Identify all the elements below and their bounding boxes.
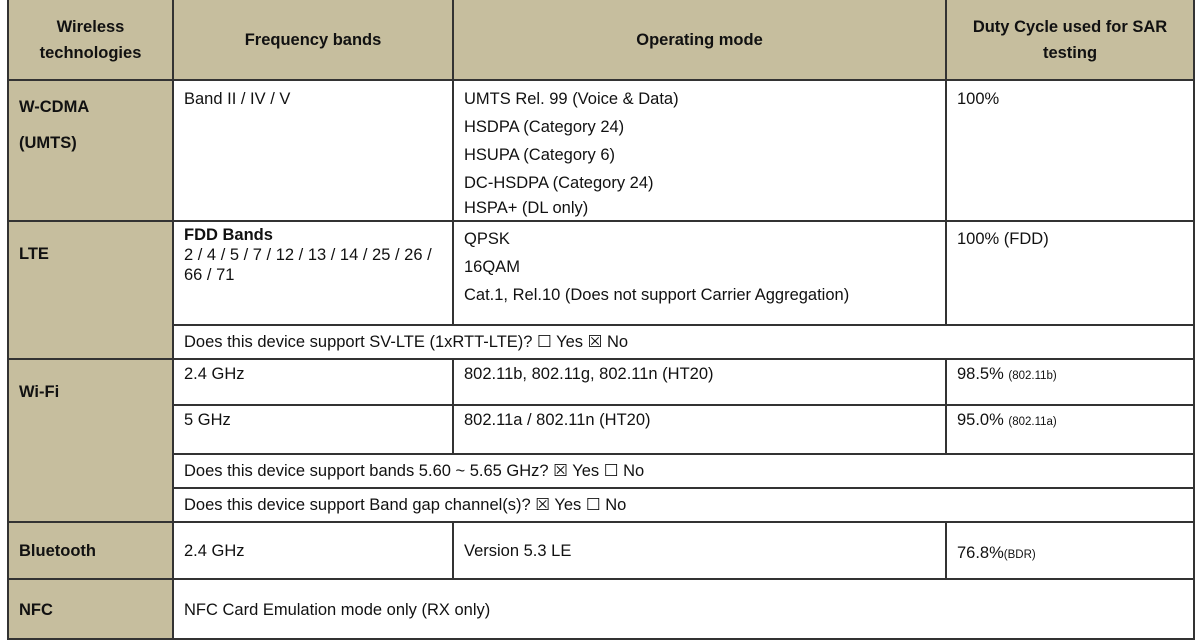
lte-modes: QPSK 16QAM Cat.1, Rel.10 (Does not suppo… (452, 220, 947, 326)
bluetooth-row: Bluetooth 2.4 GHz Version 5.3 LE 76.8%(B… (7, 521, 1195, 580)
duty-value: 95.0% (957, 411, 1004, 429)
wcdma-tech: W-CDMA (UMTS) (7, 79, 174, 222)
wifi-5-duty: 95.0% (802.11a) (945, 404, 1195, 455)
wifi-bandgap-question: Does this device support Band gap channe… (172, 487, 1195, 523)
sar-table: Wireless technologies Frequency bands Op… (7, 0, 1195, 640)
header-row: Wireless technologies Frequency bands Op… (7, 0, 1195, 81)
wifi-24-row: Wi-Fi 2.4 GHz 802.11b, 802.11g, 802.11n … (7, 358, 1195, 523)
bluetooth-duty: 76.8%(BDR) (945, 521, 1195, 580)
header-bands: Frequency bands (172, 0, 454, 81)
wifi-band-question: Does this device support bands 5.60 ~ 5.… (172, 453, 1195, 489)
mode-item: DC-HSDPA (Category 24) (464, 174, 654, 192)
wifi-24-duty: 98.5% (802.11b) (945, 358, 1195, 406)
header-duty: Duty Cycle used for SAR testing (945, 0, 1195, 81)
wifi-5-mode: 802.11a / 802.11n (HT20) (452, 404, 947, 455)
wcdma-bands: Band II / IV / V (172, 79, 454, 222)
mode-item: 16QAM (464, 258, 520, 276)
wifi-q2-row: Does this device support Band gap channe… (8, 487, 1195, 523)
svlte-row: Does this device support SV-LTE (1xRTT-L… (8, 324, 1195, 360)
header-mode: Operating mode (452, 0, 947, 81)
nfc-row: NFC NFC Card Emulation mode only (RX onl… (7, 578, 1195, 640)
bluetooth-band: 2.4 GHz (172, 521, 454, 580)
wifi-24-mode: 802.11b, 802.11g, 802.11n (HT20) (452, 358, 947, 406)
lte-duty: 100% (FDD) (945, 220, 1195, 326)
duty-value: 98.5% (957, 365, 1004, 383)
fdd-bands-list: 2 / 4 / 5 / 7 / 12 / 13 / 14 / 25 / 26 /… (184, 246, 432, 284)
wcdma-duty: 100% (945, 79, 1195, 222)
wifi-5-row: 5 GHz 802.11a / 802.11n (HT20) 95.0% (80… (8, 404, 1195, 455)
nfc-tech: NFC (7, 578, 174, 640)
duty-value: 76.8% (957, 543, 1004, 562)
wcdma-modes: UMTS Rel. 99 (Voice & Data) HSDPA (Categ… (452, 79, 947, 222)
bluetooth-tech: Bluetooth (7, 521, 174, 580)
mode-item: QPSK (464, 230, 510, 248)
wifi-q1-row: Does this device support bands 5.60 ~ 5.… (8, 453, 1195, 489)
wifi-tech: Wi-Fi (7, 358, 174, 523)
mode-item: UMTS Rel. 99 (Voice & Data) (464, 90, 679, 108)
mode-item: Cat.1, Rel.10 (Does not support Carrier … (464, 286, 850, 304)
lte-tech: LTE (7, 220, 174, 360)
lte-row: LTE FDD Bands 2 / 4 / 5 / 7 / 12 / 13 / 1… (7, 220, 1195, 360)
bluetooth-mode: Version 5.3 LE (452, 521, 947, 580)
lte-bands: FDD Bands 2 / 4 / 5 / 7 / 12 / 13 / 14 / … (172, 220, 454, 326)
wifi-24-band: 2.4 GHz (172, 358, 454, 406)
nfc-desc: NFC Card Emulation mode only (RX only) (172, 578, 1195, 640)
header-tech: Wireless technologies (7, 0, 174, 81)
tech-label: W-CDMA (19, 98, 90, 116)
mode-item: HSUPA (Category 6) (464, 146, 615, 164)
duty-note: (802.11b) (1008, 370, 1057, 382)
mode-item: HSPA+ (DL only) (464, 199, 589, 217)
mode-item: HSDPA (Category 24) (464, 118, 625, 136)
wifi-5-band: 5 GHz (172, 404, 454, 455)
fdd-bands-title: FDD Bands (184, 226, 273, 244)
wcdma-row: W-CDMA (UMTS) Band II / IV / V UMTS Rel. … (7, 79, 1195, 222)
duty-note: (BDR) (1003, 548, 1036, 561)
svlte-question: Does this device support SV-LTE (1xRTT-L… (172, 324, 1195, 360)
tech-label: (UMTS) (19, 134, 77, 152)
duty-note: (802.11a) (1008, 416, 1057, 428)
